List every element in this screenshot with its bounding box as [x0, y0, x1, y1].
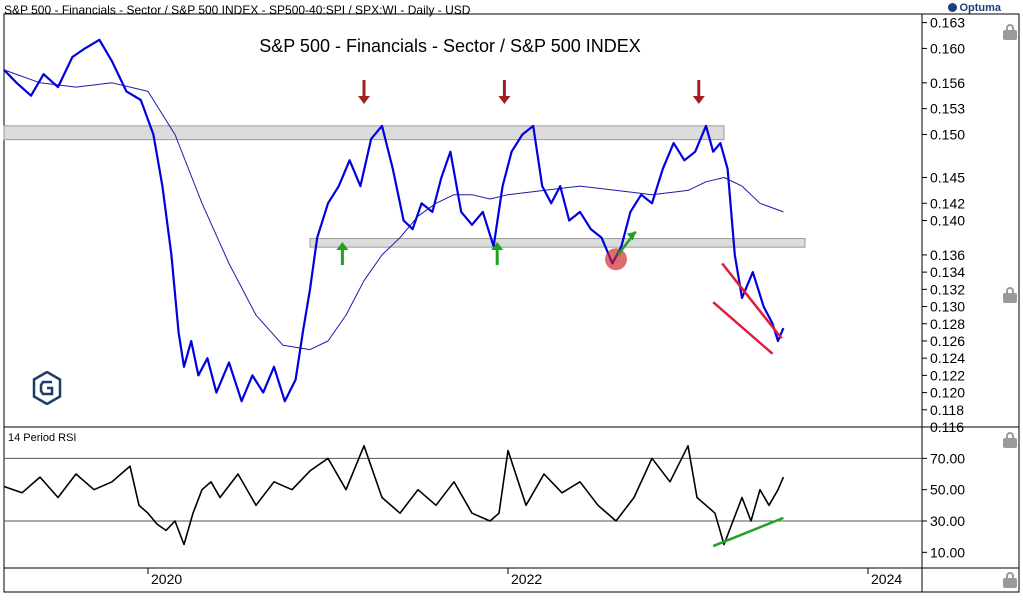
- y-tick-label: 0.136: [930, 247, 965, 263]
- moving-average-series: [3, 69, 784, 351]
- breakout-circle: [605, 248, 627, 271]
- y-tick-label: 0.120: [930, 385, 965, 401]
- rsi-divergence-line: [712, 516, 784, 548]
- y-tick-label: 0.163: [930, 15, 965, 31]
- lock-icon[interactable]: [1003, 287, 1017, 303]
- rsi-line: [3, 444, 785, 548]
- y-tick-label: 0.160: [930, 40, 965, 56]
- rsi-panel-label: 14 Period RSI: [8, 432, 77, 444]
- y-tick-label: 0.145: [930, 169, 965, 185]
- x-tick-label: 2020: [151, 571, 182, 587]
- y-tick-label: 0.118: [930, 402, 964, 418]
- arrow-head: [692, 96, 705, 104]
- plot-frame: [3, 13, 1020, 593]
- price-zone: [309, 238, 806, 248]
- y-tick-label: 0.124: [930, 350, 965, 366]
- channel-upper: [721, 262, 783, 340]
- price-series: [3, 38, 785, 403]
- optuma-icon: [948, 3, 958, 12]
- y-tick-label: 0.142: [930, 195, 965, 211]
- rsi-y-axis: 10.00 30.00 50.00 70.00: [922, 450, 965, 560]
- y-tick-label: 50.00: [930, 482, 965, 498]
- y-tick-label: 0.134: [930, 264, 965, 280]
- y-tick-label: 10.00: [930, 544, 965, 560]
- y-tick-label: 0.130: [930, 299, 965, 315]
- arrow-head: [626, 231, 636, 241]
- lock-icon[interactable]: [1003, 432, 1017, 448]
- y-tick-label: 0.116: [930, 419, 964, 435]
- arrow-head: [491, 242, 504, 250]
- moving-average: [3, 69, 784, 351]
- annotations: [336, 80, 783, 355]
- price-zone: [3, 125, 725, 141]
- arrow-head: [498, 96, 511, 104]
- x-axis: 2020 2022 2024: [147, 568, 902, 587]
- brand-logo: Optuma: [948, 2, 1001, 14]
- y-tick-label: 70.00: [930, 450, 965, 466]
- grindstone-logo: [32, 369, 172, 409]
- x-tick-label: 2022: [511, 571, 542, 587]
- y-tick-label: 0.156: [930, 75, 965, 91]
- rsi-series: [3, 444, 785, 546]
- y-tick-label: 0.128: [930, 316, 965, 332]
- channel-lower: [712, 301, 774, 355]
- x-tick-label: 2024: [871, 571, 902, 587]
- price-line: [3, 38, 785, 403]
- y-tick-label: 0.122: [930, 367, 965, 383]
- y-tick-label: 0.126: [930, 333, 965, 349]
- y-tick-label: 0.132: [930, 281, 965, 297]
- arrow-head: [358, 96, 370, 104]
- resistance-support-zones: [3, 125, 806, 248]
- y-tick-label: 30.00: [930, 513, 965, 529]
- lock-icon[interactable]: [1003, 572, 1017, 588]
- rsi-reference-lines: [4, 457, 922, 522]
- grindstone-hex-icon: [32, 371, 62, 405]
- chart-title: S&P 500 - Financials - Sector / S&P 500 …: [259, 36, 641, 56]
- y-tick-label: 0.150: [930, 126, 965, 142]
- lock-icon[interactable]: [1003, 24, 1017, 40]
- y-tick-label: 0.153: [930, 101, 965, 117]
- brand-name: Optuma: [959, 2, 1001, 14]
- arrow-head: [336, 242, 349, 250]
- y-tick-label: 0.140: [930, 213, 965, 229]
